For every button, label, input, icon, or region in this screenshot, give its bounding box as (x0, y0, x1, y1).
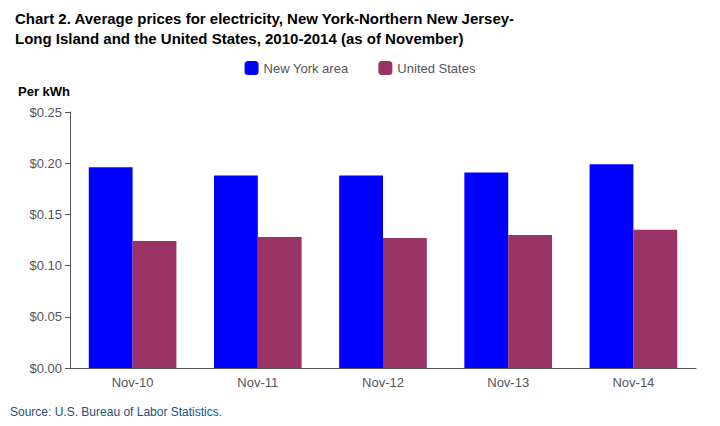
svg-text:Nov-14: Nov-14 (612, 375, 654, 390)
svg-text:New York area: New York area (264, 61, 349, 76)
svg-text:$0.25: $0.25 (29, 105, 62, 120)
svg-text:United States: United States (397, 61, 476, 76)
svg-text:Nov-13: Nov-13 (487, 375, 529, 390)
svg-text:$0.15: $0.15 (29, 207, 62, 222)
svg-text:$0.10: $0.10 (29, 258, 62, 273)
svg-text:Nov-12: Nov-12 (362, 375, 404, 390)
svg-text:Source: U.S. Bureau of Labor S: Source: U.S. Bureau of Labor Statistics. (10, 405, 222, 419)
svg-text:$0.00: $0.00 (29, 361, 62, 376)
svg-text:Chart 2. Average prices for el: Chart 2. Average prices for electricity,… (15, 10, 514, 27)
svg-text:Nov-10: Nov-10 (112, 375, 154, 390)
svg-text:Nov-11: Nov-11 (237, 375, 278, 390)
svg-text:Long Island and the United Sta: Long Island and the United States, 2010-… (15, 30, 463, 47)
svg-text:Per kWh: Per kWh (18, 84, 70, 99)
svg-text:$0.20: $0.20 (29, 156, 62, 171)
svg-text:$0.05: $0.05 (29, 309, 62, 324)
